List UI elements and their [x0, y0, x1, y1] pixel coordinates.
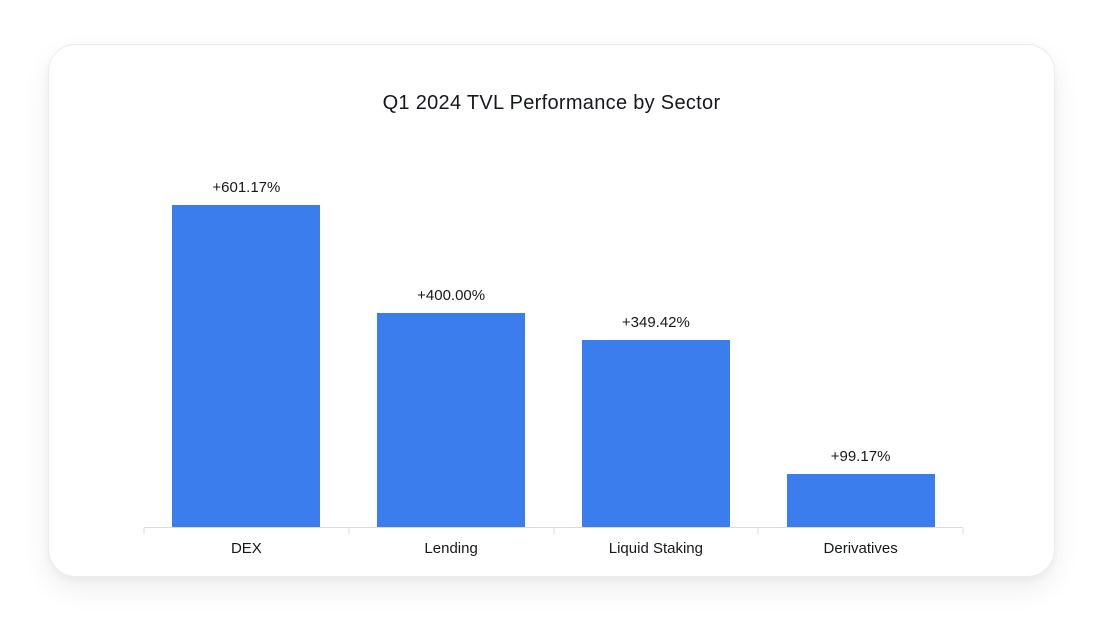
bar-cell: +349.42% [554, 152, 759, 527]
x-axis [143, 527, 964, 534]
x-axis-labels: DEX Lending Liquid Staking Derivatives [144, 540, 963, 557]
x-axis-tick [757, 528, 759, 534]
x-axis-tick [348, 528, 350, 534]
bar-derivatives [786, 474, 935, 527]
bar-lending [377, 313, 526, 527]
x-axis-label: Lending [424, 540, 478, 557]
bar-value-label: +349.42% [621, 314, 690, 331]
bar-liquid-staking [581, 340, 730, 527]
x-axis-tick [962, 528, 964, 534]
bar-cell: +99.17% [758, 152, 963, 527]
bar-plot: +601.17% +400.00% +349.42% +99.17% [144, 152, 963, 527]
x-axis-tick [553, 528, 554, 534]
x-axis-tick [143, 528, 145, 534]
bar-value-label: +99.17% [830, 448, 891, 465]
bar-cell: +400.00% [349, 152, 554, 527]
bar-value-label: +400.00% [417, 287, 486, 304]
bar-dex [172, 205, 321, 527]
chart-title: Q1 2024 TVL Performance by Sector [382, 92, 721, 114]
bar-cell: +601.17% [144, 152, 349, 527]
x-axis-label: DEX [230, 540, 262, 557]
x-axis-label: Liquid Staking [608, 540, 703, 557]
chart-card: Q1 2024 TVL Performance by Sector +601.1… [48, 44, 1055, 577]
bar-value-label: +601.17% [212, 179, 281, 196]
x-axis-label: Derivatives [823, 540, 898, 557]
